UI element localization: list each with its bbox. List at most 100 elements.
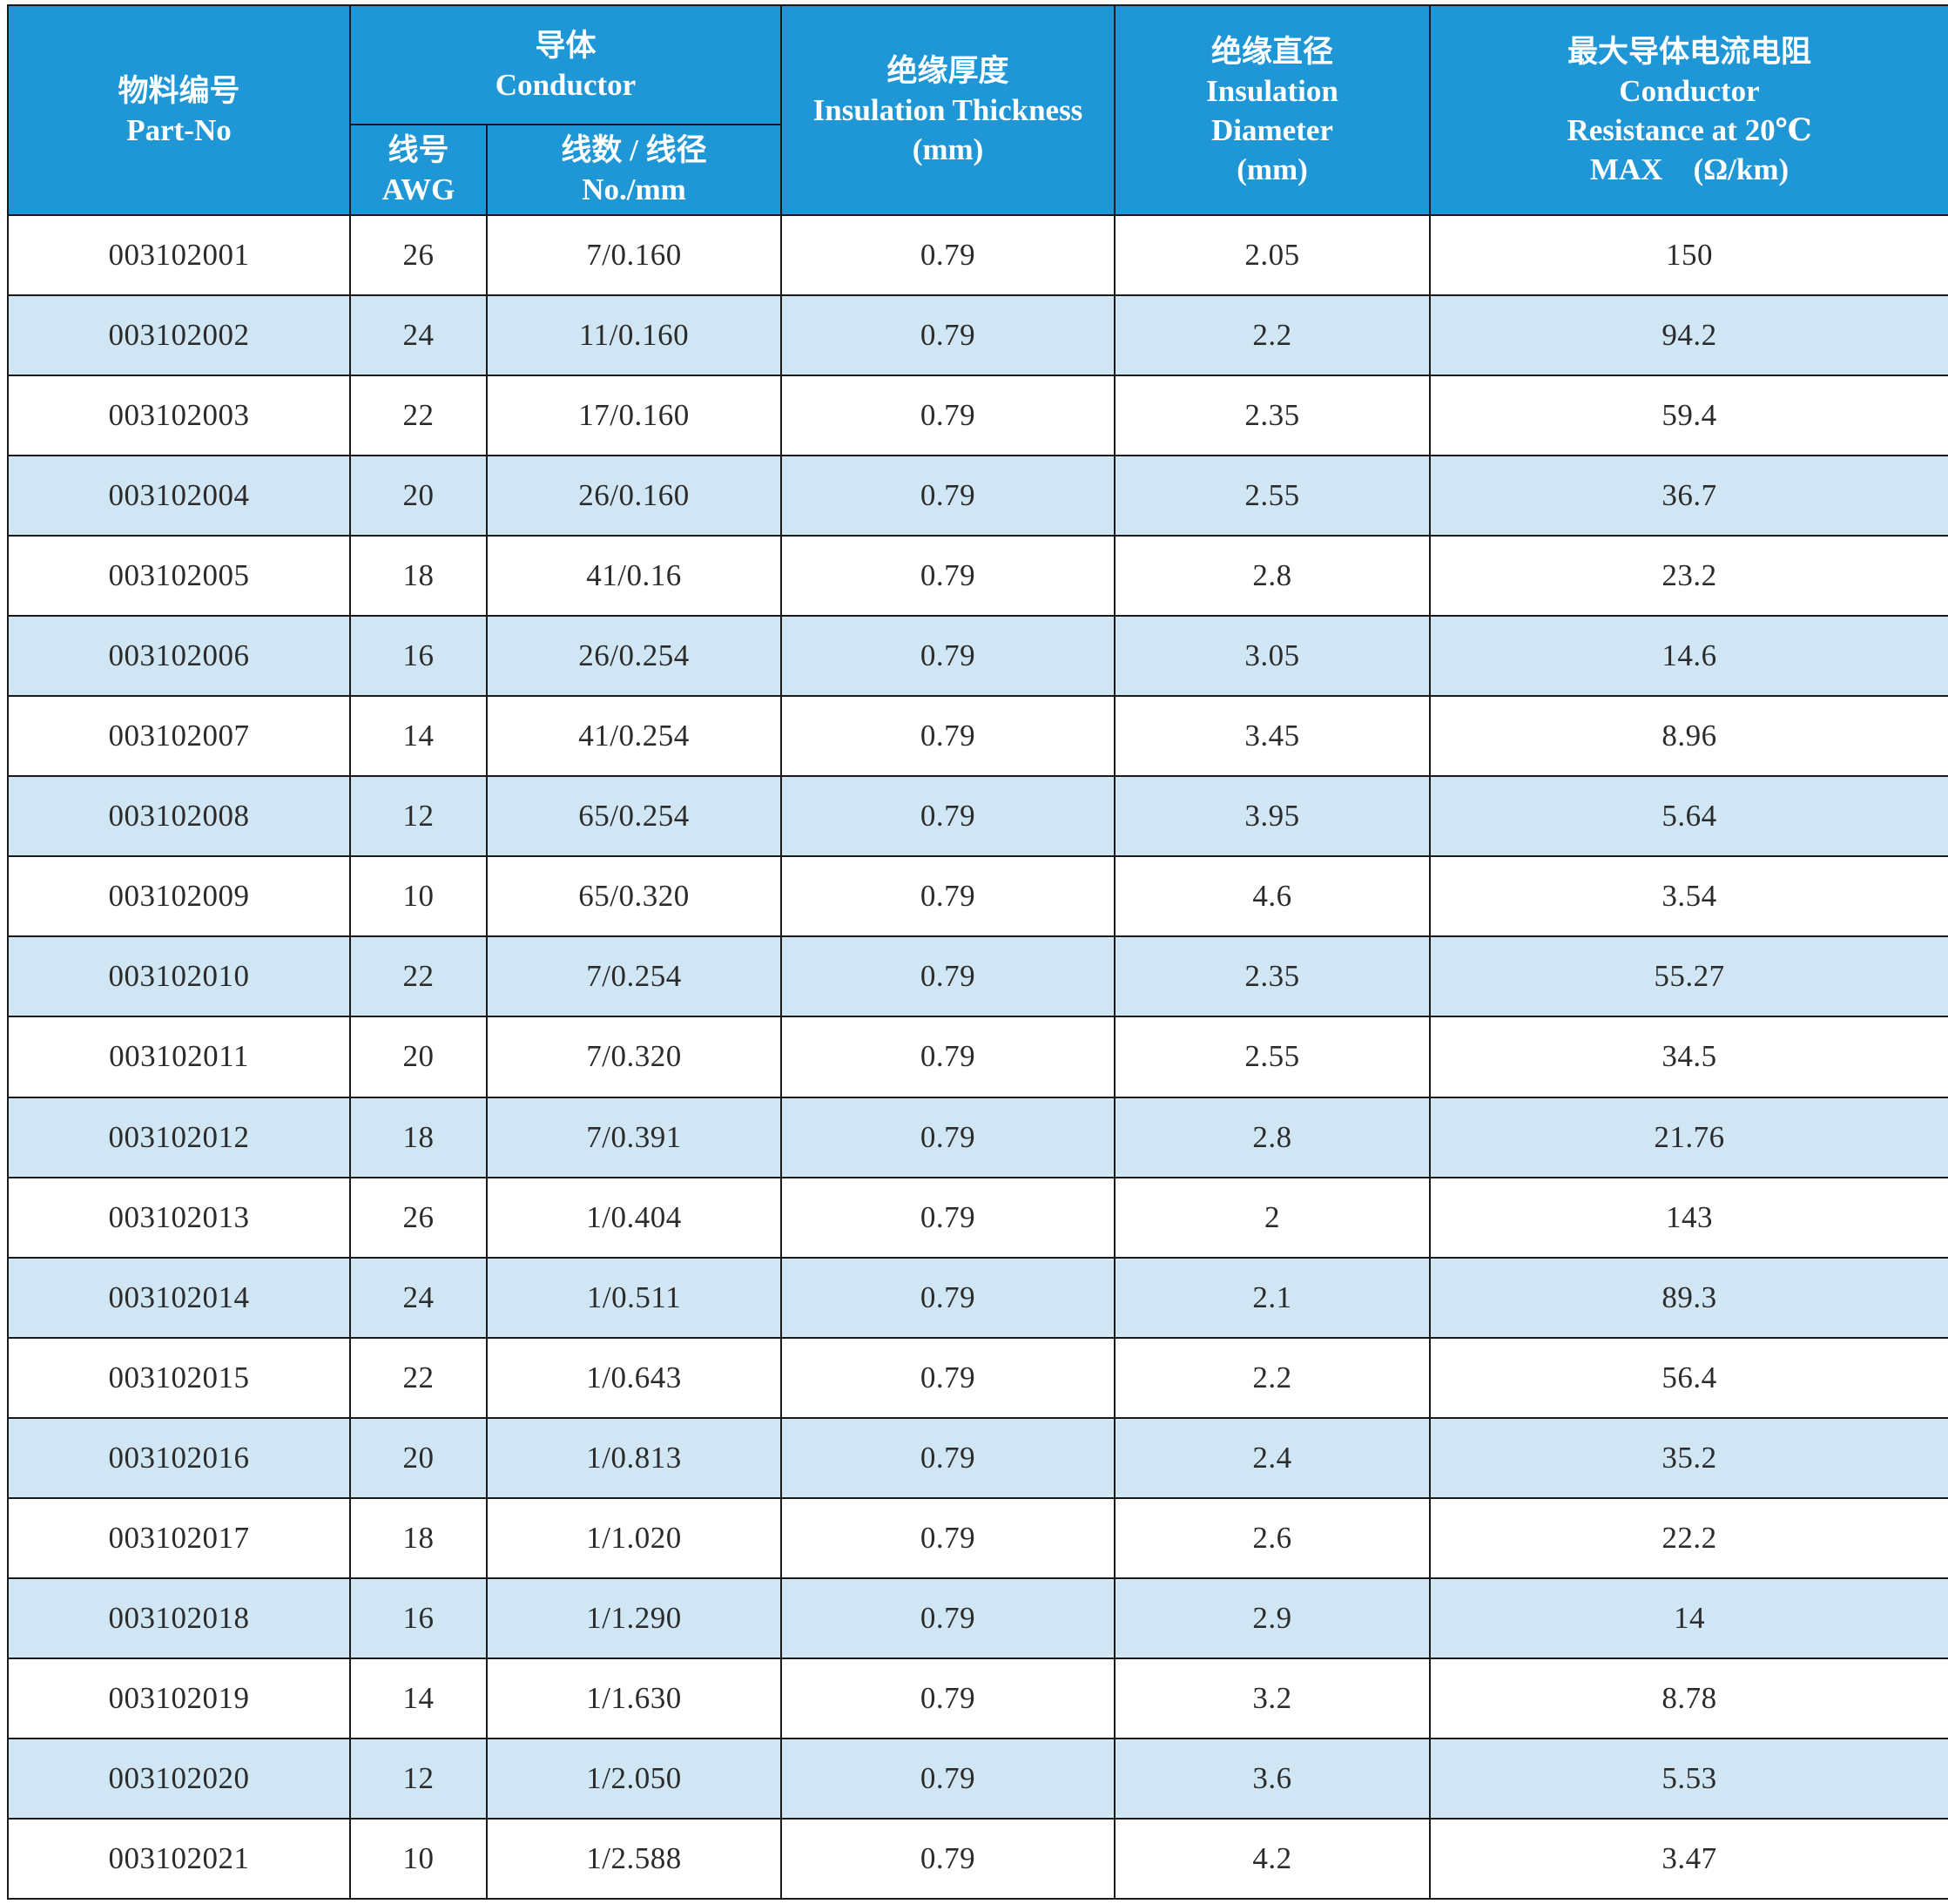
cell-strand: 1/2.050 bbox=[486, 1737, 782, 1820]
header-awg: 线号 AWG bbox=[349, 124, 488, 216]
cell-strand: 41/0.16 bbox=[486, 535, 782, 618]
table-row: 003102011 20 7/0.320 0.79 2.55 34.5 bbox=[7, 1016, 1948, 1098]
header-conductor-cn: 导体 bbox=[535, 28, 597, 63]
cell-part-no: 003102009 bbox=[7, 855, 351, 938]
table-header: 物料编号 Part-No 导体 Conductor 绝缘厚度 Insulatio… bbox=[7, 4, 1948, 216]
cell-strand: 7/0.320 bbox=[486, 1016, 782, 1098]
cell-strand: 1/1.290 bbox=[486, 1577, 782, 1659]
cell-resistance: 5.53 bbox=[1429, 1737, 1948, 1820]
cell-insulation-diameter: 2.2 bbox=[1114, 1336, 1431, 1419]
cell-insulation-diameter: 2.8 bbox=[1114, 1096, 1431, 1178]
cell-insulation-diameter: 2 bbox=[1114, 1176, 1431, 1259]
header-part-no: 物料编号 Part-No bbox=[7, 4, 351, 216]
cell-insulation-diameter: 3.05 bbox=[1114, 615, 1431, 698]
cell-insulation-thickness: 0.79 bbox=[780, 1496, 1116, 1579]
table-row: 003102010 22 7/0.254 0.79 2.35 55.27 bbox=[7, 935, 1948, 1018]
cell-insulation-diameter: 2.05 bbox=[1114, 213, 1431, 297]
header-insulation-diameter-unit: (mm) bbox=[1237, 152, 1308, 186]
cell-resistance: 35.2 bbox=[1429, 1416, 1948, 1499]
header-insulation-diameter: 绝缘直径 Insulation Diameter (mm) bbox=[1114, 4, 1431, 216]
header-strand-cn: 线数 / 线径 bbox=[561, 133, 707, 167]
cell-insulation-thickness: 0.79 bbox=[780, 695, 1116, 778]
cell-strand: 1/2.588 bbox=[486, 1817, 782, 1901]
table-body: 003102001 26 7/0.160 0.79 2.05 150 003102002 24… bbox=[7, 213, 1948, 1901]
cell-strand: 1/1.020 bbox=[486, 1496, 782, 1579]
cell-awg: 24 bbox=[349, 294, 488, 377]
cell-awg: 18 bbox=[349, 1096, 488, 1178]
header-resistance-unit: MAX (Ω/km) bbox=[1589, 152, 1790, 186]
header-insulation-thickness: 绝缘厚度 Insulation Thickness (mm) bbox=[780, 4, 1116, 216]
cell-awg: 10 bbox=[349, 1817, 488, 1901]
cell-resistance: 23.2 bbox=[1429, 535, 1948, 618]
table-row: 003102007 14 41/0.254 0.79 3.45 8.96 bbox=[7, 695, 1948, 778]
header-conductor: 导体 Conductor bbox=[349, 4, 782, 125]
cell-resistance: 143 bbox=[1429, 1176, 1948, 1259]
cell-strand: 65/0.254 bbox=[486, 775, 782, 858]
cell-awg: 22 bbox=[349, 1336, 488, 1419]
header-resistance-cn: 最大导体电流电阻 bbox=[1567, 34, 1811, 69]
cell-awg: 22 bbox=[349, 375, 488, 457]
cell-insulation-diameter: 4.6 bbox=[1114, 855, 1431, 938]
cell-strand: 17/0.160 bbox=[486, 375, 782, 457]
table-row: 003102014 24 1/0.511 0.79 2.1 89.3 bbox=[7, 1256, 1948, 1339]
header-awg-cn: 线号 bbox=[388, 133, 449, 167]
table-row: 003102018 16 1/1.290 0.79 2.9 14 bbox=[7, 1577, 1948, 1659]
cell-resistance: 3.47 bbox=[1429, 1817, 1948, 1901]
cell-insulation-thickness: 0.79 bbox=[780, 294, 1116, 377]
cell-insulation-diameter: 2.6 bbox=[1114, 1496, 1431, 1579]
table-row: 003102016 20 1/0.813 0.79 2.4 35.2 bbox=[7, 1416, 1948, 1499]
header-resistance-en1: Conductor bbox=[1619, 73, 1760, 108]
cell-part-no: 003102005 bbox=[7, 535, 351, 618]
table-row: 003102020 12 1/2.050 0.79 3.6 5.53 bbox=[7, 1737, 1948, 1820]
cell-strand: 1/0.813 bbox=[486, 1416, 782, 1499]
cell-resistance: 3.54 bbox=[1429, 855, 1948, 938]
cell-awg: 12 bbox=[349, 1737, 488, 1820]
cell-insulation-thickness: 0.79 bbox=[780, 1577, 1116, 1659]
cell-awg: 16 bbox=[349, 615, 488, 698]
cell-insulation-diameter: 3.95 bbox=[1114, 775, 1431, 858]
cell-strand: 41/0.254 bbox=[486, 695, 782, 778]
header-resistance-en2: Resistance at 20℃ bbox=[1567, 112, 1812, 147]
header-insulation-thickness-cn: 绝缘厚度 bbox=[886, 54, 1009, 88]
cell-strand: 26/0.160 bbox=[486, 455, 782, 537]
cell-resistance: 59.4 bbox=[1429, 375, 1948, 457]
cell-part-no: 003102015 bbox=[7, 1336, 351, 1419]
table-row: 003102017 18 1/1.020 0.79 2.6 22.2 bbox=[7, 1496, 1948, 1579]
cell-resistance: 150 bbox=[1429, 213, 1948, 297]
cell-resistance: 8.96 bbox=[1429, 695, 1948, 778]
cell-awg: 18 bbox=[349, 1496, 488, 1579]
header-insulation-diameter-en1: Insulation bbox=[1206, 73, 1338, 108]
table-row: 003102001 26 7/0.160 0.79 2.05 150 bbox=[7, 213, 1948, 297]
table-row: 003102008 12 65/0.254 0.79 3.95 5.64 bbox=[7, 775, 1948, 858]
header-insulation-diameter-en2: Diameter bbox=[1211, 112, 1333, 147]
cell-awg: 22 bbox=[349, 935, 488, 1018]
cell-part-no: 003102006 bbox=[7, 615, 351, 698]
cell-awg: 24 bbox=[349, 1256, 488, 1339]
cell-insulation-diameter: 2.9 bbox=[1114, 1577, 1431, 1659]
cell-part-no: 003102014 bbox=[7, 1256, 351, 1339]
header-insulation-diameter-cn: 绝缘直径 bbox=[1210, 34, 1333, 69]
cell-resistance: 34.5 bbox=[1429, 1016, 1948, 1098]
header-conductor-en: Conductor bbox=[495, 67, 637, 102]
header-insulation-thickness-en: Insulation Thickness bbox=[812, 93, 1083, 127]
cell-awg: 18 bbox=[349, 535, 488, 618]
cell-awg: 20 bbox=[349, 1016, 488, 1098]
table-row: 003102005 18 41/0.16 0.79 2.8 23.2 bbox=[7, 535, 1948, 618]
table-row: 003102009 10 65/0.320 0.79 4.6 3.54 bbox=[7, 855, 1948, 938]
cell-strand: 1/0.511 bbox=[486, 1256, 782, 1339]
cell-part-no: 003102013 bbox=[7, 1176, 351, 1259]
header-insulation-thickness-unit: (mm) bbox=[912, 132, 984, 166]
cell-part-no: 003102003 bbox=[7, 375, 351, 457]
cell-part-no: 003102001 bbox=[7, 213, 351, 297]
cell-resistance: 22.2 bbox=[1429, 1496, 1948, 1579]
cell-insulation-thickness: 0.79 bbox=[780, 1336, 1116, 1419]
cell-awg: 26 bbox=[349, 1176, 488, 1259]
cell-awg: 20 bbox=[349, 1416, 488, 1499]
table-row: 003102021 10 1/2.588 0.79 4.2 3.47 bbox=[7, 1817, 1948, 1901]
cell-awg: 16 bbox=[349, 1577, 488, 1659]
cell-resistance: 56.4 bbox=[1429, 1336, 1948, 1419]
table-row: 003102006 16 26/0.254 0.79 3.05 14.6 bbox=[7, 615, 1948, 698]
cell-insulation-thickness: 0.79 bbox=[780, 855, 1116, 938]
cell-resistance: 14 bbox=[1429, 1577, 1948, 1659]
cell-insulation-thickness: 0.79 bbox=[780, 535, 1116, 618]
